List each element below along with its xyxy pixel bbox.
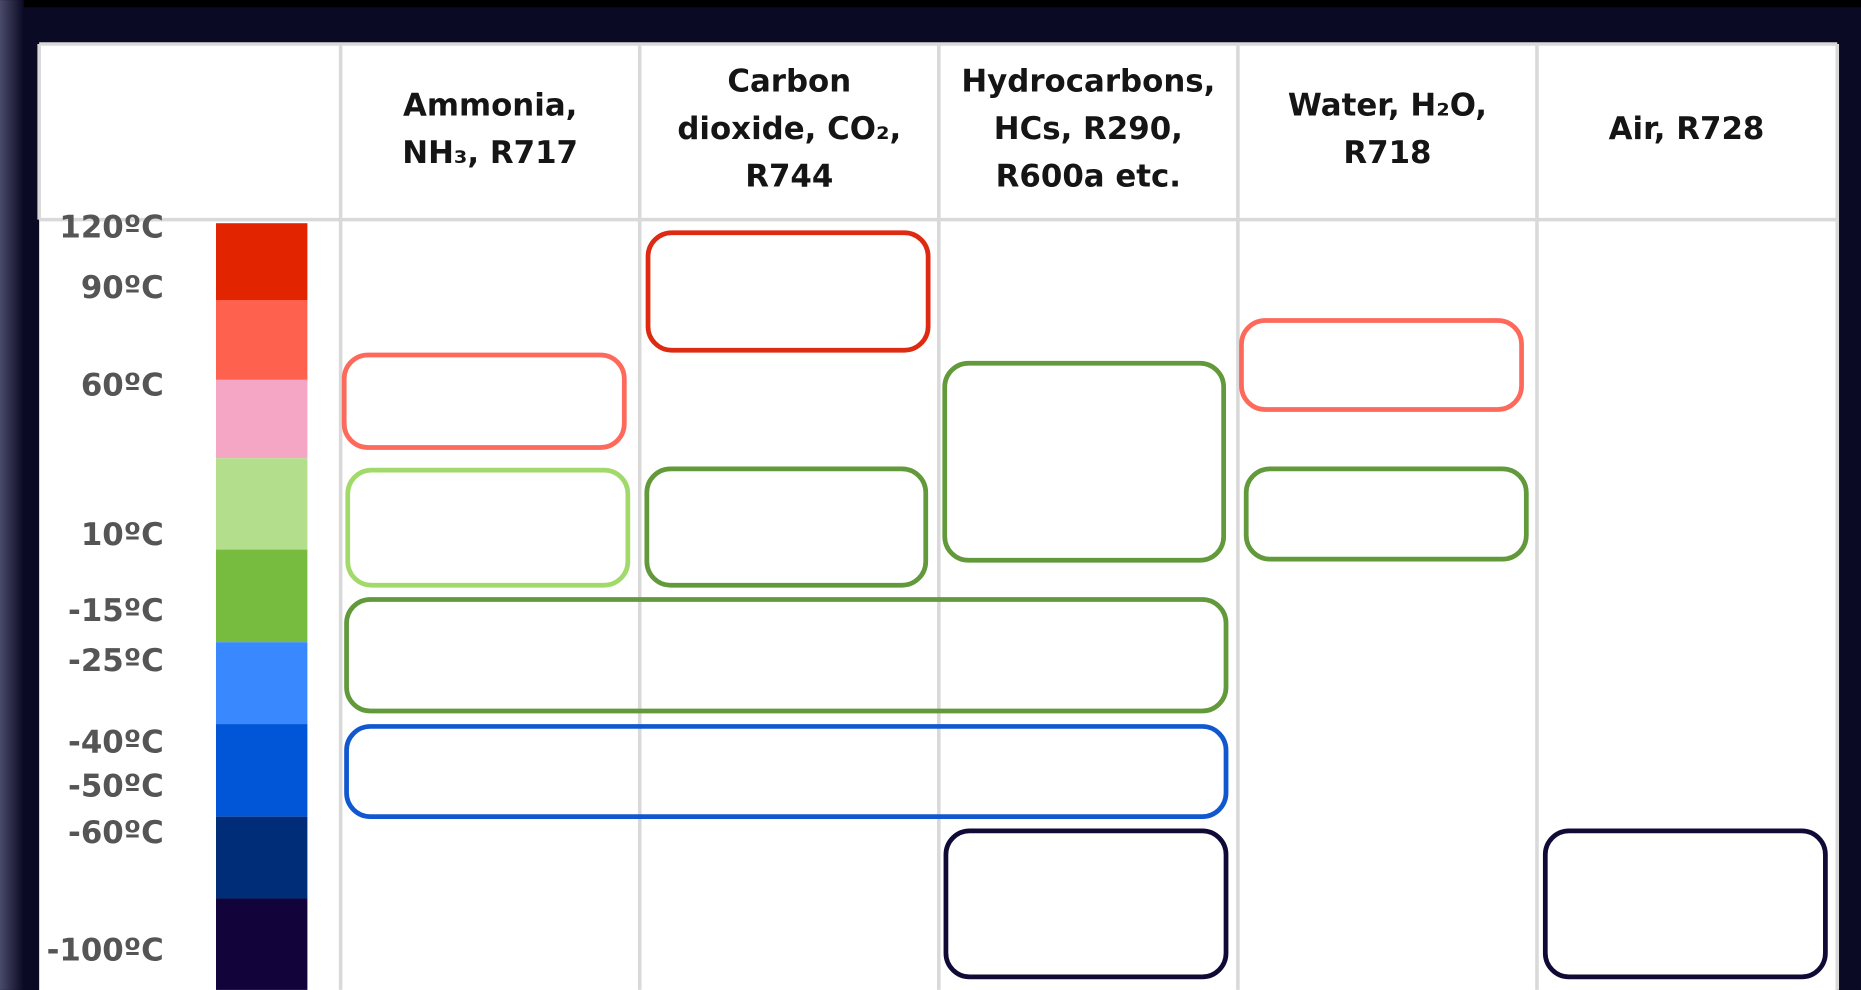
column-header: Carbon bbox=[727, 64, 851, 100]
temperature-label: 90ºC bbox=[81, 270, 164, 306]
scale-segment bbox=[216, 642, 308, 725]
scale-segment bbox=[216, 223, 308, 301]
top-border bbox=[0, 0, 1861, 8]
column-header: Hydrocarbons, bbox=[961, 64, 1215, 100]
left-edge bbox=[0, 0, 24, 990]
scale-segment bbox=[216, 816, 308, 899]
scale-segment bbox=[216, 300, 308, 380]
column-header: Ammonia, bbox=[403, 87, 577, 123]
range-box bbox=[1542, 828, 1828, 980]
ranges bbox=[341, 230, 1828, 980]
temperature-label: -100ºC bbox=[47, 932, 164, 968]
temperature-label: -40ºC bbox=[68, 725, 164, 761]
temperature-label: -50ºC bbox=[68, 769, 164, 805]
scale-segment bbox=[216, 379, 308, 459]
scale-segment bbox=[216, 549, 308, 643]
scale-segment bbox=[216, 898, 308, 990]
color-scale bbox=[216, 223, 308, 990]
temperature-label: 10ºC bbox=[81, 517, 164, 553]
column-header: R600a etc. bbox=[996, 159, 1181, 195]
column-header: dioxide, CO₂, bbox=[677, 111, 901, 147]
range-box bbox=[345, 467, 631, 588]
column-header: Water, H₂O, bbox=[1288, 87, 1487, 123]
scale-segment bbox=[216, 724, 308, 817]
column-header: HCs, R290, bbox=[994, 111, 1183, 147]
column-header: Air, R728 bbox=[1609, 111, 1765, 147]
temperature-labels: 120ºC 90ºC 60ºC 10ºC -15ºC -25ºC -40ºC -50ºC -60… bbox=[47, 210, 164, 969]
column-header: NH₃, R717 bbox=[402, 135, 578, 171]
range-box bbox=[1239, 318, 1524, 412]
column-header: R744 bbox=[745, 159, 833, 195]
headers: Ammonia, NH₃, R717 Carbon dioxide, CO₂, R744… bbox=[402, 64, 1764, 195]
range-box bbox=[344, 724, 1229, 820]
temperature-label: 120ºC bbox=[59, 210, 163, 246]
range-box bbox=[645, 230, 931, 353]
range-box bbox=[344, 597, 1229, 714]
temperature-label: -15ºC bbox=[68, 593, 164, 629]
range-box bbox=[1243, 466, 1529, 562]
column-header: R718 bbox=[1343, 135, 1431, 171]
scale-segment bbox=[216, 458, 308, 550]
temperature-label: 60ºC bbox=[81, 367, 164, 403]
range-box bbox=[943, 828, 1229, 980]
grid bbox=[37, 42, 1840, 990]
temperature-label: -25ºC bbox=[68, 643, 164, 679]
range-box bbox=[942, 360, 1227, 563]
temperature-label: -60ºC bbox=[68, 815, 164, 851]
range-box bbox=[644, 466, 929, 588]
range-box bbox=[341, 352, 627, 450]
